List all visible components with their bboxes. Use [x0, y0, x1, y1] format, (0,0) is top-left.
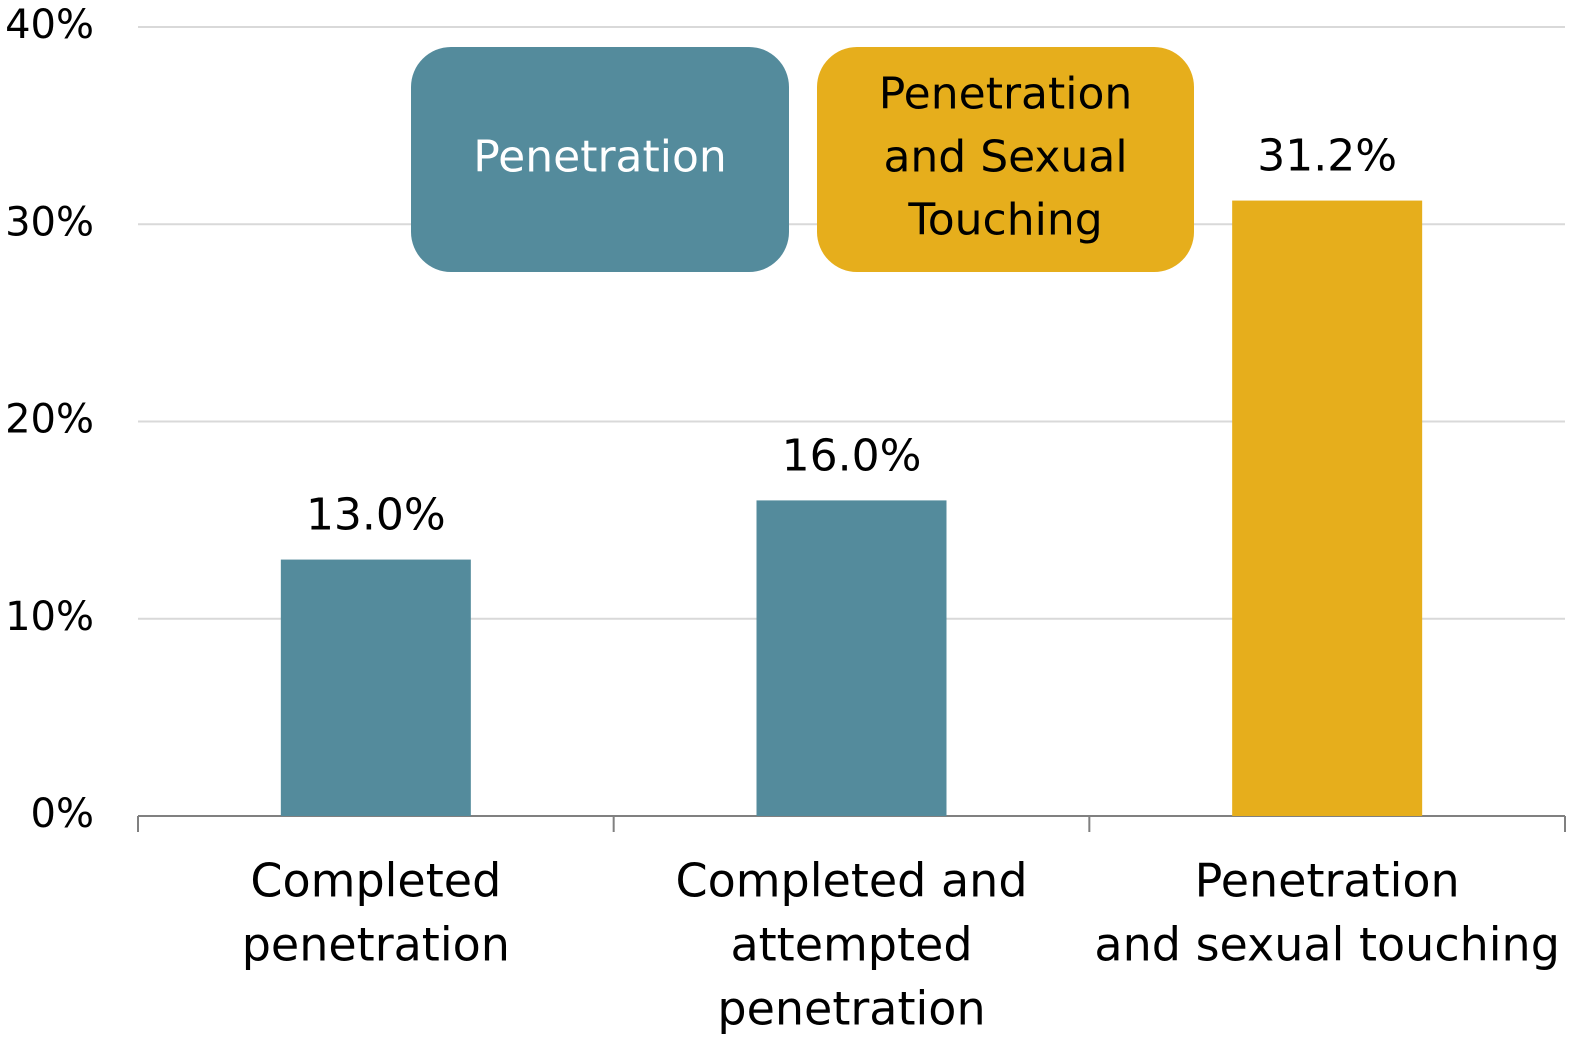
x-tick-label: Completed and [675, 854, 1027, 908]
bar [1232, 200, 1423, 816]
value-label: 16.0% [782, 430, 922, 481]
annotation-text: Touching [907, 195, 1102, 246]
y-tick-label: 10% [5, 594, 94, 640]
x-tick-label: penetration [717, 982, 985, 1036]
annotation-text: and Sexual [883, 132, 1127, 183]
bar [280, 559, 471, 816]
annotation-text: Penetration [879, 69, 1133, 120]
value-label: 31.2% [1257, 131, 1397, 182]
value-label: 13.0% [306, 490, 446, 541]
x-tick-label: Penetration [1195, 854, 1460, 908]
y-tick-label: 0% [31, 791, 94, 837]
annotation-box [817, 47, 1194, 272]
y-tick-label: 30% [5, 199, 94, 245]
x-tick-label: penetration [242, 918, 510, 972]
y-tick-label: 40% [5, 2, 94, 48]
bar [756, 500, 947, 816]
annotation-box [411, 47, 789, 272]
x-tick-label: and sexual touching [1094, 918, 1560, 972]
x-tick-label: Completed [250, 854, 501, 908]
y-tick-label: 20% [5, 397, 94, 443]
annotation-text: Penetration [473, 132, 727, 183]
x-tick-label: attempted [730, 918, 972, 972]
